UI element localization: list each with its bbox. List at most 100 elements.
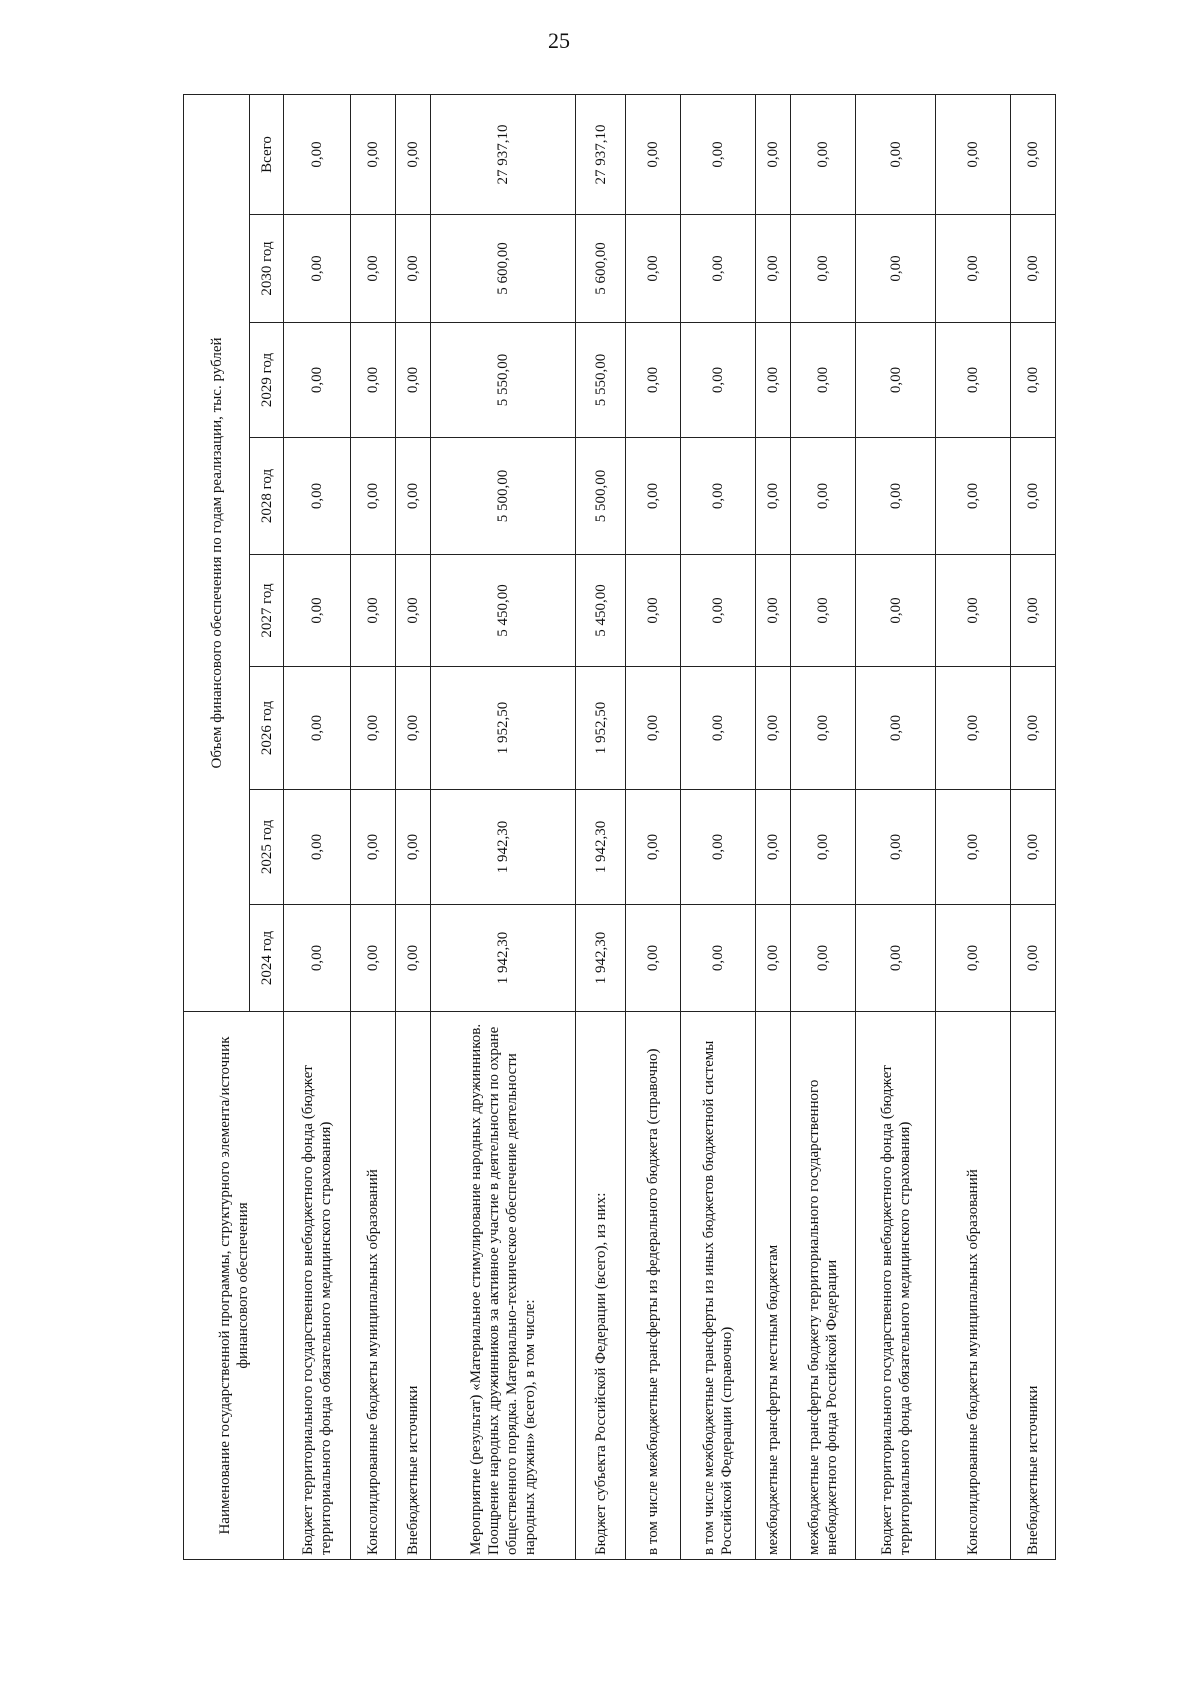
value-cell: 0,00 xyxy=(283,789,351,905)
value-cell: 0,00 xyxy=(625,94,681,215)
value-cell: 0,00 xyxy=(790,437,856,555)
value-cell: 0,00 xyxy=(935,437,1011,555)
table-row: в том числе межбюджетные трансферты из и… xyxy=(680,94,756,1560)
header-name: Наименование государственной программы, … xyxy=(183,1011,284,1560)
value-cell: 0,00 xyxy=(855,322,936,438)
value-cell: 0,00 xyxy=(755,554,791,667)
value-cell: 0,00 xyxy=(680,214,756,323)
value-cell: 0,00 xyxy=(935,94,1011,215)
value-cell: 0,00 xyxy=(855,94,936,215)
table-row: межбюджетные трансферты местным бюджетам… xyxy=(755,94,791,1560)
value-cell: 0,00 xyxy=(680,554,756,667)
column-header: 2026 год xyxy=(249,666,284,790)
value-cell: 0,00 xyxy=(755,214,791,323)
row-name: Консолидированные бюджеты муниципальных … xyxy=(935,1011,1011,1560)
value-cell: 0,00 xyxy=(680,94,756,215)
value-cell: 0,00 xyxy=(625,437,681,555)
value-cell: 1 942,30 xyxy=(575,904,626,1012)
value-cell: 0,00 xyxy=(1010,437,1056,555)
row-name: Бюджет территориального государственного… xyxy=(855,1011,936,1560)
value-cell: 0,00 xyxy=(935,214,1011,323)
value-cell: 0,00 xyxy=(350,666,396,790)
row-name: в том числе межбюджетные трансферты из и… xyxy=(680,1011,756,1560)
value-cell: 0,00 xyxy=(395,437,431,555)
value-cell: 0,00 xyxy=(755,904,791,1012)
value-cell: 0,00 xyxy=(350,214,396,323)
value-cell: 1 952,50 xyxy=(575,666,626,790)
value-cell: 0,00 xyxy=(625,214,681,323)
value-cell: 0,00 xyxy=(395,666,431,790)
value-cell: 0,00 xyxy=(680,437,756,555)
value-cell: 0,00 xyxy=(935,904,1011,1012)
value-cell: 0,00 xyxy=(790,904,856,1012)
column-header: 2029 год xyxy=(249,322,284,438)
value-cell: 0,00 xyxy=(350,904,396,1012)
table-row: Внебюджетные источники 0,00 0,00 0,00 0,00 0,… xyxy=(1010,94,1056,1560)
column-header: 2027 год xyxy=(249,554,284,667)
row-name: Консолидированные бюджеты муниципальных … xyxy=(350,1011,396,1560)
value-cell: 0,00 xyxy=(855,554,936,667)
value-cell: 0,00 xyxy=(935,666,1011,790)
header-group: Объем финансового обеспечения по годам р… xyxy=(183,94,250,1012)
page-number: 25 xyxy=(548,28,570,53)
value-cell: 0,00 xyxy=(790,94,856,215)
value-cell: 0,00 xyxy=(855,214,936,323)
row-name: Мероприятие (результат) «Материальное ст… xyxy=(430,1011,576,1560)
value-cell: 0,00 xyxy=(395,554,431,667)
value-cell: 0,00 xyxy=(395,214,431,323)
value-cell: 5 550,00 xyxy=(430,322,576,438)
value-cell: 0,00 xyxy=(283,904,351,1012)
value-cell: 1 942,30 xyxy=(430,789,576,905)
value-cell: 5 600,00 xyxy=(430,214,576,323)
table-row: в том числе межбюджетные трансферты из ф… xyxy=(625,94,681,1560)
value-cell: 0,00 xyxy=(855,789,936,905)
value-cell: 0,00 xyxy=(395,322,431,438)
value-cell: 0,00 xyxy=(625,554,681,667)
value-cell: 0,00 xyxy=(790,789,856,905)
table-row: Мероприятие (результат) «Материальное ст… xyxy=(430,94,576,1560)
value-cell: 0,00 xyxy=(755,94,791,215)
column-header: 2025 год xyxy=(249,789,284,905)
value-cell: 0,00 xyxy=(790,666,856,790)
value-cell: 5 550,00 xyxy=(575,322,626,438)
value-cell: 5 450,00 xyxy=(575,554,626,667)
financing-table-rotated: Наименование государственной программы, … xyxy=(183,94,1056,1560)
value-cell: 0,00 xyxy=(790,554,856,667)
value-cell: 27 937,10 xyxy=(430,94,576,215)
table-row: Бюджет субъекта Российской Федерации (вс… xyxy=(575,94,626,1560)
value-cell: 0,00 xyxy=(1010,322,1056,438)
value-cell: 0,00 xyxy=(350,94,396,215)
value-cell: 0,00 xyxy=(1010,94,1056,215)
value-cell: 27 937,10 xyxy=(575,94,626,215)
value-cell: 0,00 xyxy=(350,322,396,438)
value-cell: 0,00 xyxy=(350,789,396,905)
value-cell: 5 500,00 xyxy=(430,437,576,555)
value-cell: 0,00 xyxy=(350,437,396,555)
column-header: 2028 год xyxy=(249,437,284,555)
value-cell: 5 600,00 xyxy=(575,214,626,323)
table-row: межбюджетные трансферты бюджету территор… xyxy=(790,94,856,1560)
value-cell: 0,00 xyxy=(625,789,681,905)
value-cell: 0,00 xyxy=(1010,666,1056,790)
value-cell: 0,00 xyxy=(1010,214,1056,323)
row-name: Внебюджетные источники xyxy=(1010,1011,1056,1560)
value-cell: 0,00 xyxy=(755,437,791,555)
value-cell: 5 450,00 xyxy=(430,554,576,667)
row-name: межбюджетные трансферты бюджету территор… xyxy=(790,1011,856,1560)
value-cell: 1 952,50 xyxy=(430,666,576,790)
row-name: Внебюджетные источники xyxy=(395,1011,431,1560)
table-row: Консолидированные бюджеты муниципальных … xyxy=(935,94,1011,1560)
column-header: 2024 год xyxy=(249,904,284,1012)
value-cell: 0,00 xyxy=(755,666,791,790)
value-cell: 0,00 xyxy=(1010,789,1056,905)
value-cell: 0,00 xyxy=(395,94,431,215)
value-cell: 0,00 xyxy=(1010,904,1056,1012)
value-cell: 0,00 xyxy=(395,789,431,905)
value-cell: 0,00 xyxy=(855,666,936,790)
row-name: в том числе межбюджетные трансферты из ф… xyxy=(625,1011,681,1560)
value-cell: 1 942,30 xyxy=(430,904,576,1012)
value-cell: 0,00 xyxy=(935,554,1011,667)
financing-table: Наименование государственной программы, … xyxy=(183,94,1056,1560)
column-header: 2030 год xyxy=(249,214,284,323)
value-cell: 0,00 xyxy=(755,789,791,905)
